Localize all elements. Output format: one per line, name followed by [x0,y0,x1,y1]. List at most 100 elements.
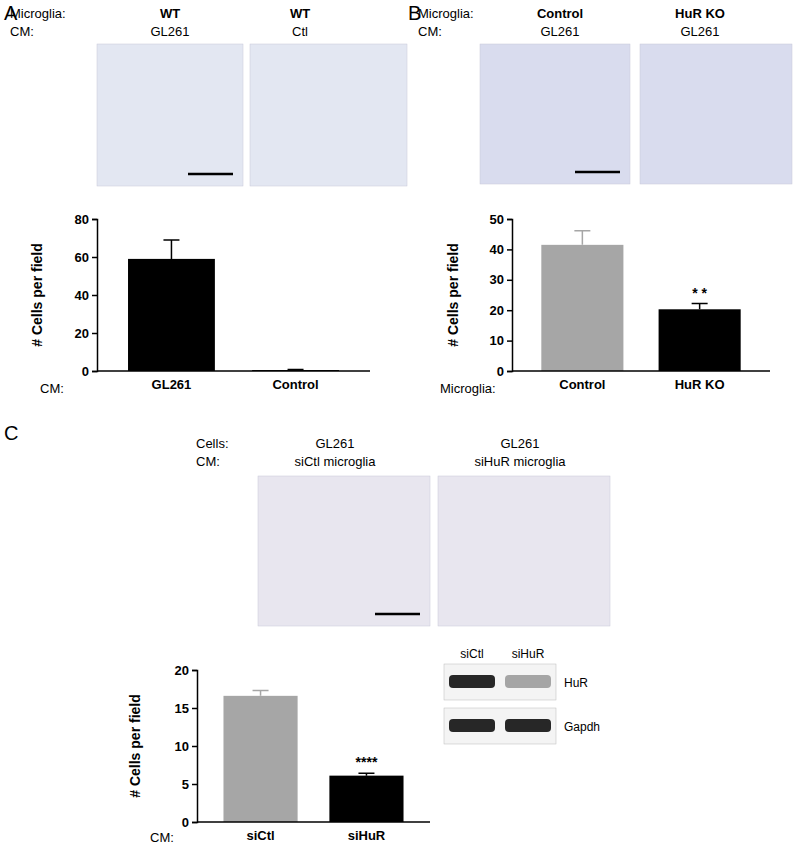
bar [659,309,741,371]
tick-label: siHuR [348,828,386,843]
header-item: GL261 [500,436,539,451]
tick: 15 [175,701,197,716]
tick: 30 [490,272,512,287]
tick-label: 0 [497,364,504,379]
tick-label: 15 [175,701,189,716]
tick: siCtl [246,822,274,843]
axis-title: # Cells per field [127,694,143,797]
axis-title: # Cells per field [445,243,461,346]
significance: **** [356,754,378,770]
tick: 20 [175,663,197,678]
tick-label: 50 [490,212,504,227]
tick-label: 20 [175,663,189,678]
tick-mark [507,371,512,373]
header-label: CM: [196,454,220,469]
tick-label: 5 [182,777,189,792]
micrograph [258,476,430,626]
axis-title: # Cells per field [29,243,45,346]
tick: 0 [82,364,97,379]
tick-mark [92,219,97,221]
tick: 60 [75,250,97,265]
tick-label: 40 [490,242,504,257]
micrograph [438,476,610,626]
header-item: WT [160,6,180,21]
tick-mark [507,310,512,312]
tick: 0 [182,815,197,830]
y-axis: 0 10 20 30 40 50 [490,212,513,379]
tick: Control [272,371,318,392]
tick-label: Control [559,377,605,392]
scale-bar [188,173,233,176]
tick-label: GL261 [152,377,192,392]
micrograph [250,44,407,186]
tick-label: 0 [182,815,189,830]
x-axis: GL261 Control [97,371,370,392]
micrograph [480,44,630,184]
axis-title: CM: [40,381,64,396]
tick-mark [92,295,97,297]
panel: CCells:GL261GL261CM:siCtl microgliasiHuR… [4,422,610,845]
blot-row-label: Gapdh [564,720,600,734]
tick-mark [507,249,512,251]
blot-band [449,719,495,732]
tick-mark [92,333,97,335]
header-item: siHuR microglia [474,454,566,469]
blot-strip [444,664,556,700]
axis-line [97,370,370,372]
tick-mark [507,340,512,342]
tick-mark [192,822,197,824]
error-bar [253,691,269,696]
axis-line [507,220,513,372]
tick: 10 [490,333,512,348]
tick-label: HuR KO [675,377,725,392]
blot-lane-label: siCtl [460,647,483,661]
blot-lane-label: siHuR [512,647,545,661]
axis-line [92,220,98,372]
header-item: WT [290,6,310,21]
tick-mark [507,219,512,221]
bars [223,691,403,822]
tick-mark [192,670,197,672]
tick-label: 10 [490,333,504,348]
scale-bar [575,171,620,174]
header-label: CM: [10,24,34,39]
blot-row-label: HuR [564,676,588,690]
error-bar [692,304,708,310]
tick-label: 10 [175,739,189,754]
significance: * * [692,285,707,301]
x-axis: Control HuR KO [512,371,770,392]
tick-label: 30 [490,272,504,287]
tick: 80 [75,212,97,227]
tick: 50 [490,212,512,227]
bar [128,259,215,371]
bar [329,776,403,822]
tick-mark [192,746,197,748]
axis-title: CM: [150,830,174,845]
header-label: Cells: [196,436,229,451]
micrograph [640,44,792,184]
tick-label: 40 [75,288,89,303]
header-label: Microglia: [418,6,474,21]
tick: Control [559,371,605,392]
tick: 5 [182,777,197,792]
blot-strip [444,708,556,744]
header-item: Ctl [292,24,308,39]
bar [541,245,623,371]
tick-label: 80 [75,212,89,227]
header-item: HuR KO [675,6,725,21]
tick-mark [192,708,197,710]
tick: siHuR [348,822,386,843]
header-item: GL261 [150,24,189,39]
micrograph [97,44,243,186]
header-item: Control [537,6,583,21]
tick-label: Control [272,377,318,392]
tick: 20 [75,326,97,341]
bars [541,231,740,371]
tick-label: 0 [82,364,89,379]
tick-label: 60 [75,250,89,265]
bar [223,696,297,822]
error-bar [163,240,179,259]
x-axis: siCtl siHuR [197,822,430,843]
tick-label: 20 [490,303,504,318]
tick: 40 [490,242,512,257]
